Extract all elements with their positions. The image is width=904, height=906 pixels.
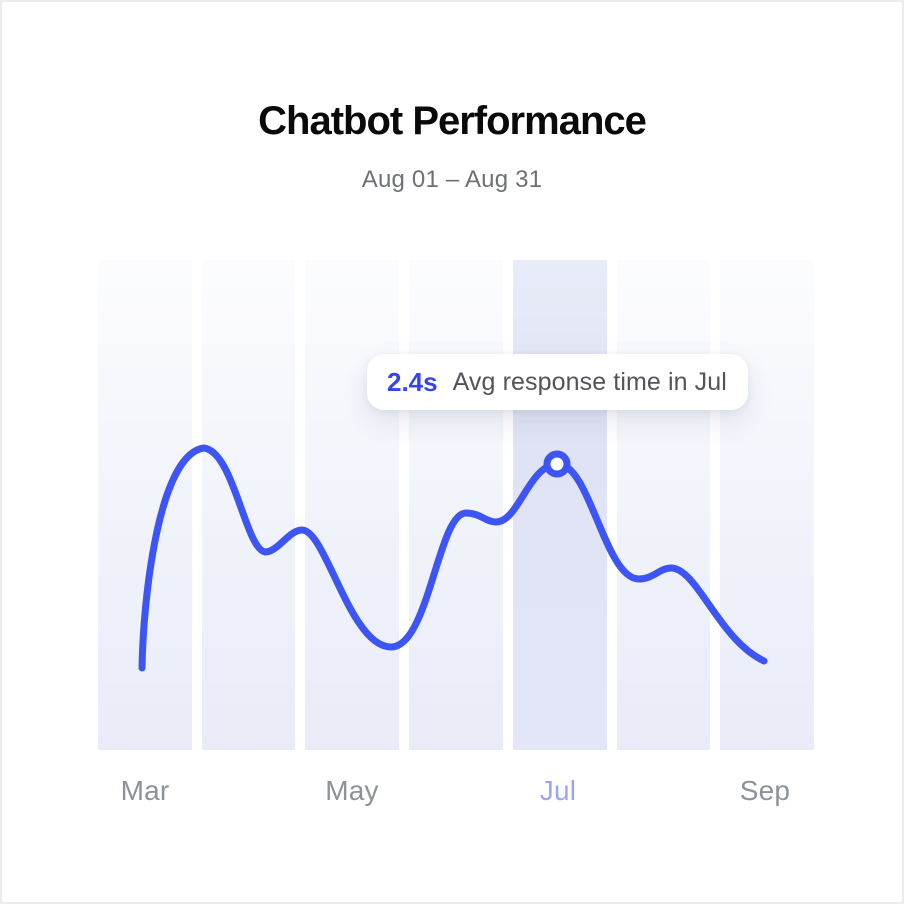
plot-area xyxy=(98,260,815,750)
tooltip-value: 2.4s xyxy=(387,366,438,397)
page-title: Chatbot Performance xyxy=(258,99,647,143)
tooltip-label: Avg response time in Jul xyxy=(452,367,727,396)
x-axis-label-mar: Mar xyxy=(120,775,170,806)
month-band-mar xyxy=(98,260,192,750)
month-band-aug xyxy=(616,260,711,750)
data-point-tooltip[interactable]: 2.4s Avg response time in Jul xyxy=(367,354,748,410)
x-axis-label-sep: Sep xyxy=(739,775,791,806)
date-range-subtitle: Aug 01 – Aug 31 xyxy=(361,166,543,193)
month-band-sep xyxy=(720,260,815,750)
x-axis-label-may: May xyxy=(325,775,379,806)
month-band-apr xyxy=(201,260,296,750)
x-axis-label-jul-active: Jul xyxy=(539,775,577,806)
month-band-jul-highlighted xyxy=(512,260,607,750)
month-band-jun xyxy=(409,260,503,750)
month-band-may xyxy=(305,260,400,750)
